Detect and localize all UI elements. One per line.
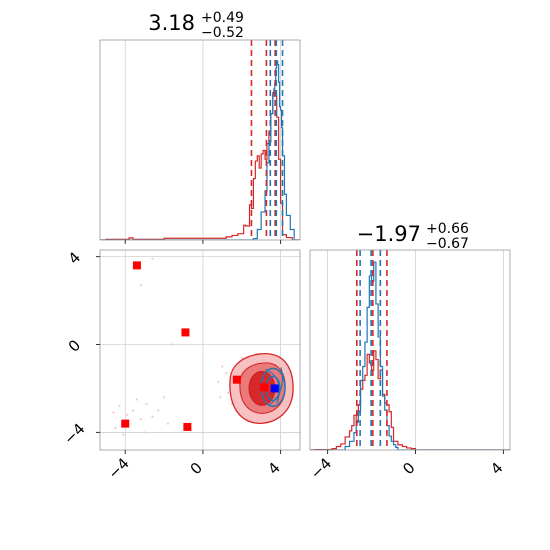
- scatter-point: [227, 391, 230, 394]
- x-tick-label: 0: [187, 459, 206, 478]
- scatter-point: [126, 413, 129, 416]
- scatter-point: [170, 343, 173, 346]
- scatter-point: [135, 398, 138, 401]
- reference-marker: [232, 375, 241, 384]
- axes-frame: [99, 249, 301, 451]
- title-lower-error: −0.52: [201, 25, 244, 41]
- axes-frame: [309, 249, 511, 451]
- axes-frame: [99, 39, 301, 241]
- reference-marker: [132, 261, 141, 270]
- marginal-histogram-param-2: −4 0 4 −1.97 +0.66 −0.67: [307, 221, 511, 483]
- quantile-lines: [356, 250, 388, 450]
- reference-marker: [183, 422, 192, 431]
- x-tick-label: 4: [264, 459, 283, 478]
- scatter-point: [131, 409, 135, 412]
- scatter-point: [166, 422, 170, 425]
- x-tick-label: −4: [307, 454, 335, 482]
- y-tick-label: −4: [60, 420, 88, 448]
- y-ticks: −4 0 4: [60, 248, 100, 448]
- x-tick-label: 0: [399, 459, 418, 478]
- y-tick-label: 4: [65, 248, 84, 267]
- scatter-point: [118, 404, 121, 408]
- title-upper-error: +0.66: [426, 221, 469, 237]
- scatter-point: [219, 396, 222, 399]
- x-ticks: −4 0 4: [307, 450, 507, 483]
- title-upper-error: +0.49: [201, 10, 244, 26]
- histogram-series: [100, 60, 300, 240]
- scatter-point: [151, 257, 154, 260]
- scatter-point: [221, 365, 224, 368]
- scatter-point: [114, 426, 117, 430]
- grid: [100, 250, 300, 450]
- reference-marker: [181, 328, 190, 337]
- grid: [327, 250, 504, 450]
- reference-marker: [270, 384, 279, 393]
- reference-markers: [121, 261, 279, 431]
- scatter-point: [225, 371, 228, 375]
- scatter-point: [240, 356, 243, 359]
- plot-area: [310, 250, 510, 450]
- scatter-point: [139, 284, 142, 287]
- title-lower-error: −0.67: [426, 236, 469, 252]
- marginal-histogram-param-1: 3.18 +0.49 −0.52: [99, 10, 301, 244]
- scatter-point: [145, 402, 148, 405]
- y-tick-label: 0: [65, 336, 84, 355]
- joint-contour-plot: −4 0 4 −4 0 4: [60, 248, 301, 483]
- reference-marker: [121, 419, 130, 428]
- grid: [124, 40, 281, 240]
- scatter-point: [151, 415, 154, 419]
- scatter-point: [157, 409, 160, 412]
- x-tick-label: 4: [487, 459, 506, 478]
- histogram-step-1: [310, 350, 510, 450]
- x-tick-label: −4: [105, 454, 133, 482]
- scatter-point: [139, 418, 142, 421]
- x-ticks: −4 0 4: [105, 450, 284, 483]
- quantile-lines: [250, 40, 284, 240]
- reference-marker: [260, 383, 269, 392]
- scatter-point: [217, 380, 220, 383]
- scatter-point: [143, 431, 146, 434]
- histogram-step-2: [100, 60, 300, 240]
- scatter-point: [122, 433, 125, 436]
- scatter-point: [112, 411, 115, 414]
- contour-blue-detail: [264, 367, 284, 406]
- title-value: 3.18: [148, 11, 195, 35]
- scatter-point: [162, 396, 166, 399]
- title-value: −1.97: [357, 222, 421, 246]
- x-ticks: [124, 240, 282, 244]
- histogram-step-1: [100, 92, 300, 240]
